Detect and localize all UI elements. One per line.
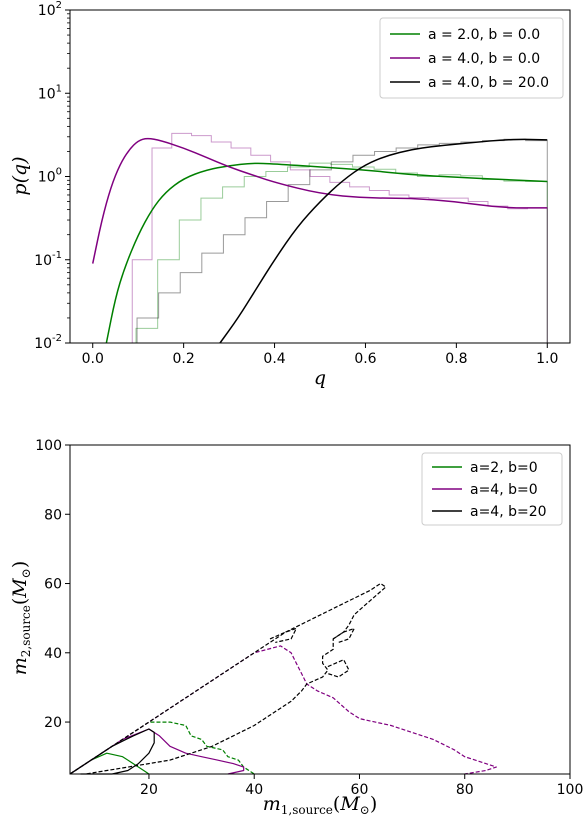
top-y-axis-label: p(q) — [9, 156, 31, 195]
top-hist-0 — [92, 162, 548, 344]
bottom-x-tick-label: 80 — [456, 782, 474, 798]
top-y-axis: 10-2 10-1 100 101 102 — [34, 0, 70, 352]
top-y-tick-label: 10-1 — [34, 250, 62, 269]
bottom-contour-8 — [327, 659, 350, 678]
top-hist-layer — [92, 132, 548, 344]
top-series-layer — [91, 137, 548, 344]
bottom-contour-0 — [69, 752, 150, 775]
bottom-plot-frame — [69, 444, 571, 775]
top-x-tick-label: 0.8 — [445, 351, 467, 367]
top-legend-label-2: a = 4.0, b = 20.0 — [428, 75, 549, 91]
top-y-tick-label: 102 — [38, 0, 62, 19]
bottom-y-axis-label: m2,source(M⊙) — [9, 561, 33, 676]
bottom-contour-1 — [69, 721, 255, 775]
top-x-tick-label: 0.0 — [82, 351, 104, 367]
bottom-x-tick-label: 60 — [351, 782, 369, 798]
top-legend: a = 2.0, b = 0.0 a = 4.0, b = 0.0 a = 4.… — [379, 17, 564, 99]
top-series-line-1 — [91, 137, 548, 264]
bottom-y-tick-label: 80 — [44, 507, 62, 523]
top-chart: 0.0 0.2 0.4 0.6 0.8 1.0 10-2 10-1 100 101 102 q p… — [9, 0, 571, 389]
top-series-line-0 — [105, 162, 548, 344]
bottom-y-tick-label: 60 — [44, 577, 62, 593]
top-legend-box — [379, 17, 564, 99]
top-x-axis: 0.0 0.2 0.4 0.6 0.8 1.0 — [82, 343, 558, 367]
top-x-tick-label: 1.0 — [536, 351, 558, 367]
bottom-legend: a=2, b=0 a=4, b=0 a=4, b=20 — [421, 452, 563, 526]
bottom-contour-7 — [332, 627, 355, 643]
top-x-tick-label: 0.6 — [354, 351, 376, 367]
bottom-x-tick-label: 40 — [245, 782, 263, 798]
bottom-y-tick-label: 20 — [44, 715, 62, 731]
bottom-y-tick-label: 100 — [35, 438, 62, 454]
bottom-x-axis-label: m1,source(M⊙) — [263, 793, 378, 817]
bottom-contour-6 — [269, 627, 297, 643]
top-hist-2 — [115, 138, 548, 344]
top-series-line-2 — [219, 138, 548, 344]
top-x-axis-label: q — [314, 367, 326, 389]
bottom-legend-label-0: a=2, b=0 — [470, 460, 538, 476]
bottom-contour-4 — [69, 728, 155, 775]
bottom-x-tick-label: 100 — [557, 782, 584, 798]
bottom-chart: 20 40 60 80 100 20 40 60 80 100 m1,source(M⊙) m2… — [9, 438, 583, 817]
top-y-tick-label: 10-2 — [34, 333, 62, 352]
top-x-tick-label: 0.2 — [173, 351, 195, 367]
bottom-y-axis: 20 40 60 80 100 — [35, 438, 70, 731]
bottom-contour-5 — [69, 582, 387, 775]
top-x-tick-label: 0.4 — [263, 351, 285, 367]
top-y-tick-label: 100 — [38, 167, 62, 186]
bottom-xlabel-sub: 1,source — [281, 803, 333, 817]
bottom-contour-layer — [69, 582, 497, 775]
bottom-contour-3 — [69, 645, 497, 775]
top-hist-1 — [92, 132, 548, 344]
bottom-y-tick-label: 40 — [44, 646, 62, 662]
top-legend-label-0: a = 2.0, b = 0.0 — [428, 27, 540, 43]
bottom-contour-2 — [69, 728, 245, 775]
top-y-tick-label: 101 — [38, 83, 62, 102]
top-legend-label-1: a = 4.0, b = 0.0 — [428, 51, 540, 67]
bottom-x-axis: 20 40 60 80 100 — [140, 774, 583, 798]
bottom-legend-box — [421, 452, 563, 526]
bottom-x-tick-label: 20 — [140, 782, 158, 798]
bottom-legend-label-2: a=4, b=20 — [470, 504, 547, 520]
bottom-legend-label-1: a=4, b=0 — [470, 482, 538, 498]
